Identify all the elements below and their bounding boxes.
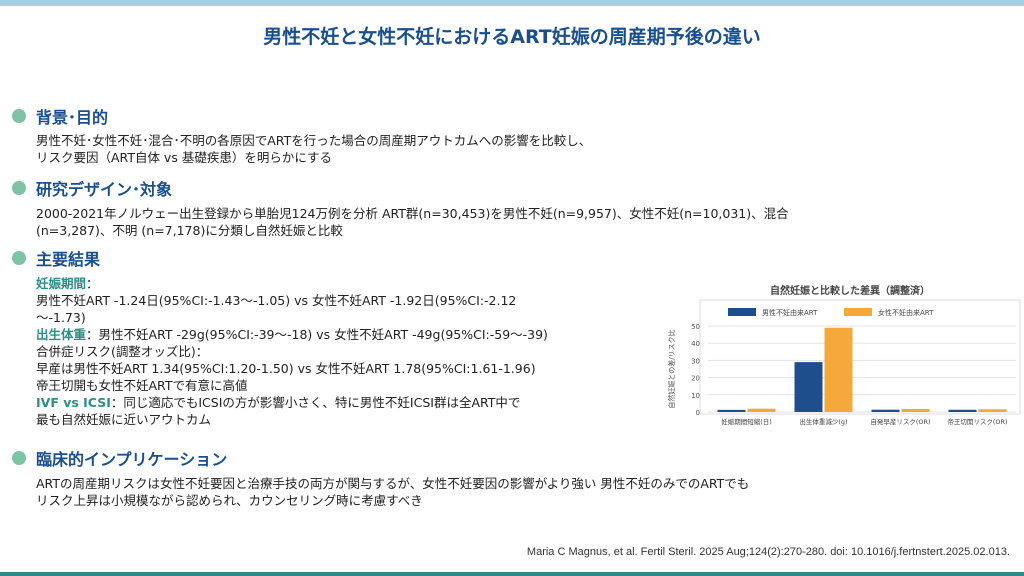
bar xyxy=(794,362,823,412)
x-tick-label: 帝王切開リスク(OR) xyxy=(947,417,1007,426)
gestation-colon: ： xyxy=(86,276,99,291)
text-line: 2000-2021年ノルウェー出生登録から単胎児124万例を分析 ART群(n=… xyxy=(36,206,789,221)
legend-swatch xyxy=(728,308,756,316)
bar xyxy=(978,409,1007,412)
legend-label: 女性不妊由来ART xyxy=(878,308,934,317)
x-tick-label: 出生体重減少(g) xyxy=(799,417,847,426)
bottom-accent-bar xyxy=(0,572,1024,576)
top-accent-bar xyxy=(0,0,1024,6)
y-tick-label: 20 xyxy=(691,375,700,383)
birthweight-label: 出生体重 xyxy=(36,327,87,342)
text-line: 早産は男性不妊ART 1.34(95%CI:1.20-1.50) vs 女性不妊… xyxy=(36,361,536,376)
bullet-dot-icon xyxy=(12,181,26,195)
gestation-label: 妊娠期間 xyxy=(36,276,87,291)
section-background: 背景･目的 xyxy=(12,105,108,127)
results-text: 妊娠期間： 男性不妊ART -1.24日(95%CI:-1.43〜-1.05) … xyxy=(36,275,656,428)
bar xyxy=(948,409,977,412)
section-heading-results: 主要結果 xyxy=(36,250,101,269)
text-line: 男性不妊･女性不妊･混合･不明の各原因でARTを行った場合の周産期アウトカムへの… xyxy=(36,133,592,148)
chart-title: 自然妊娠と比較した差異（調整済） xyxy=(770,286,930,297)
ivf-icsi-label: IVF vs ICSI xyxy=(36,395,111,410)
y-axis-label: 自然妊娠との差/リスク比 xyxy=(667,329,676,408)
y-tick-label: 0 xyxy=(696,409,700,417)
y-tick-label: 10 xyxy=(691,392,700,400)
y-tick-label: 40 xyxy=(691,340,700,348)
bar-chart-svg: 0 10 20 30 40 50 自然妊娠との差/リスク比 男性不妊由来ART 女性不妊由来AR… xyxy=(667,299,1021,426)
section-design: 研究デザイン･対象 xyxy=(12,177,172,199)
text-line: リスク要因（ART自体 vs 基礎疾患）を明らかにする xyxy=(36,150,332,165)
y-tick-label: 30 xyxy=(691,357,700,365)
legend-swatch xyxy=(844,308,872,316)
text-line: 帝王切開も女性不妊ARTで有意に高値 xyxy=(36,378,248,393)
design-text: 2000-2021年ノルウェー出生登録から単胎児124万例を分析 ART群(n=… xyxy=(36,205,1006,239)
birthweight-text: ：男性不妊ART -29g(95%CI:-39〜-18) vs 女性不妊ART … xyxy=(86,327,548,342)
section-heading-implication: 臨床的インプリケーション xyxy=(36,450,228,469)
bar xyxy=(747,408,776,412)
slide-title: 男性不妊と女性不妊におけるART妊娠の周産期予後の違い xyxy=(263,26,761,48)
text-line: (n=3,287)、不明 (n=7,178)に分類し自然妊娠と比較 xyxy=(36,223,343,238)
text-line: 〜-1.73) xyxy=(36,310,86,325)
bar xyxy=(871,409,900,412)
legend-label: 男性不妊由来ART xyxy=(762,308,818,317)
section-results: 主要結果 xyxy=(12,247,100,269)
section-heading-design: 研究デザイン･対象 xyxy=(36,180,173,199)
y-tick-label: 50 xyxy=(691,323,700,331)
bullet-dot-icon xyxy=(12,451,26,465)
text-line: 男性不妊ART -1.24日(95%CI:-1.43〜-1.05) vs 女性不… xyxy=(36,293,517,308)
citation: Maria C Magnus, et al. Fertil Steril. 20… xyxy=(526,546,1010,558)
text-line: リスク上昇は小規模ながら認められ、カウンセリング時に考慮すべき xyxy=(36,493,423,508)
bar xyxy=(824,327,853,412)
text-line: 最も自然妊娠に近いアウトカム xyxy=(36,412,212,427)
x-tick-label: 妊娠期間短縮(日) xyxy=(721,417,772,426)
section-heading-background: 背景･目的 xyxy=(36,108,109,127)
chart-frame xyxy=(699,299,1021,415)
text-line: ARTの周産期リスクは女性不妊要因と治療手技の両方が関与するが、女性不妊要因の影… xyxy=(36,476,750,491)
bullet-dot-icon xyxy=(12,251,26,265)
ivf-icsi-text: ：同じ適応でもICSIの方が影響小さく、特に男性不妊ICSI群は全ART中で xyxy=(110,395,521,410)
implication-text: ARTの周産期リスクは女性不妊要因と治療手技の両方が関与するが、女性不妊要因の影… xyxy=(36,475,1006,509)
bullet-dot-icon xyxy=(12,109,26,123)
text-line: 合併症リスク(調整オッズ比)： xyxy=(36,344,209,359)
x-tick-label: 自発早産リスク(OR) xyxy=(870,417,930,426)
bar xyxy=(717,409,746,412)
bar-chart: 0 10 20 30 40 50 自然妊娠との差/リスク比 男性不妊由来ART 女性不妊由来AR… xyxy=(664,296,1024,436)
section-implication: 臨床的インプリケーション xyxy=(12,447,227,469)
bar xyxy=(901,408,930,412)
background-text: 男性不妊･女性不妊･混合･不明の各原因でARTを行った場合の周産期アウトカムへの… xyxy=(36,132,591,166)
